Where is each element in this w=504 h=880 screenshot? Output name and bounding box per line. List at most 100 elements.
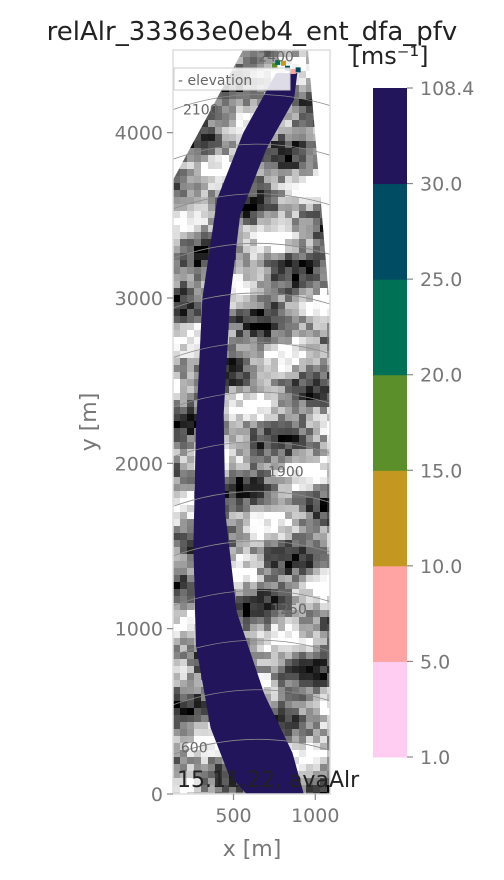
terrain-cell: [180, 190, 187, 197]
terrain-cell: [327, 673, 330, 680]
terrain-cell: [313, 218, 320, 225]
terrain-cell: [320, 309, 327, 316]
terrain-cell: [285, 414, 292, 421]
terrain-cell: [285, 407, 292, 414]
terrain-cell: [278, 547, 285, 554]
terrain-cell: [299, 435, 306, 442]
terrain-cell: [306, 288, 313, 295]
terrain-cell: [187, 631, 194, 638]
terrain-cell: [327, 638, 330, 645]
terrain-cell: [257, 57, 264, 64]
terrain-cell: [250, 407, 257, 414]
terrain-cell: [229, 428, 236, 435]
terrain-cell: [243, 561, 250, 568]
terrain-cell: [299, 470, 306, 477]
terrain-cell: [229, 778, 236, 785]
terrain-cell: [292, 540, 299, 547]
terrain-cell: [257, 610, 264, 617]
terrain-cell: [278, 610, 285, 617]
terrain-cell: [264, 183, 271, 190]
terrain-cell: [313, 316, 320, 323]
terrain-cell: [313, 253, 320, 260]
terrain-cell: [250, 645, 257, 652]
terrain-cell: [320, 659, 327, 666]
terrain-cell: [313, 344, 320, 351]
terrain-cell: [306, 71, 313, 78]
terrain-cell: [187, 169, 194, 176]
terrain-cell: [180, 211, 187, 218]
terrain-cell: [292, 358, 299, 365]
terrain-cell: [292, 407, 299, 414]
terrain-cell: [313, 512, 320, 519]
terrain-cell: [180, 659, 187, 666]
terrain-cell: [215, 120, 222, 127]
terrain-cell: [173, 330, 180, 337]
terrain-cell: [257, 519, 264, 526]
x-tick-label: 500: [215, 805, 251, 827]
terrain-cell: [243, 106, 250, 113]
terrain-cell: [313, 309, 320, 316]
terrain-cell: [285, 512, 292, 519]
terrain-cell: [222, 442, 229, 449]
terrain-cell: [292, 85, 299, 92]
terrain-cell: [285, 666, 292, 673]
terrain-cell: [173, 680, 180, 687]
terrain-cell: [313, 162, 320, 169]
terrain-cell: [320, 505, 327, 512]
terrain-cell: [201, 169, 208, 176]
terrain-cell: [180, 589, 187, 596]
terrain-cell: [285, 421, 292, 428]
terrain-cell: [264, 260, 271, 267]
terrain-cell: [250, 463, 257, 470]
terrain-cell: [320, 736, 327, 743]
terrain-cell: [208, 792, 215, 794]
terrain-cell: [327, 351, 330, 358]
terrain-cell: [229, 554, 236, 561]
y-tick-label: 1000: [115, 619, 163, 641]
terrain-cell: [208, 778, 215, 785]
terrain-cell: [313, 323, 320, 330]
terrain-cell: [292, 701, 299, 708]
terrain-cell: [285, 561, 292, 568]
terrain-cell: [299, 631, 306, 638]
terrain-cell: [173, 764, 180, 771]
terrain-cell: [236, 358, 243, 365]
terrain-cell: [299, 659, 306, 666]
terrain-cell: [236, 435, 243, 442]
terrain-cell: [257, 351, 264, 358]
terrain-cell: [257, 372, 264, 379]
terrain-cell: [243, 225, 250, 232]
terrain-cell: [250, 631, 257, 638]
terrain-cell: [264, 435, 271, 442]
terrain-cell: [236, 603, 243, 610]
terrain-cell: [285, 120, 292, 127]
terrain-cell: [285, 435, 292, 442]
terrain-cell: [285, 638, 292, 645]
terrain-cell: [243, 498, 250, 505]
terrain-cell: [299, 330, 306, 337]
terrain-cell: [208, 141, 215, 148]
terrain-cell: [320, 274, 327, 281]
terrain-cell: [327, 708, 330, 715]
terrain-cell: [306, 792, 313, 794]
terrain-cell: [306, 470, 313, 477]
terrain-cell: [243, 435, 250, 442]
terrain-cell: [236, 512, 243, 519]
terrain-cell: [250, 582, 257, 589]
terrain-cell: [299, 246, 306, 253]
terrain-cell: [201, 183, 208, 190]
terrain-cell: [194, 673, 201, 680]
terrain-cell: [292, 330, 299, 337]
terrain-cell: [299, 736, 306, 743]
terrain-cell: [180, 484, 187, 491]
terrain-cell: [271, 470, 278, 477]
terrain-cell: [236, 288, 243, 295]
terrain-cell: [313, 274, 320, 281]
terrain-cell: [250, 435, 257, 442]
terrain-cell: [320, 708, 327, 715]
terrain-cell: [208, 134, 215, 141]
terrain-cell: [320, 491, 327, 498]
terrain-cell: [173, 449, 180, 456]
terrain-cell: [180, 267, 187, 274]
terrain-cell: [278, 323, 285, 330]
